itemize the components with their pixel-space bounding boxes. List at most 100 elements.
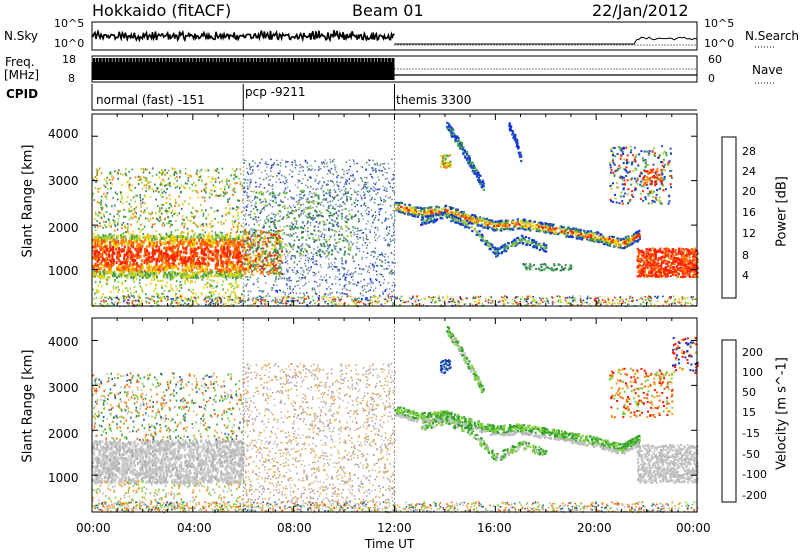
power-mark-normal-lower xyxy=(225,292,227,294)
power-mark-normal-upper xyxy=(102,207,104,209)
power-mark-normal xyxy=(155,271,157,274)
power-mark-normal xyxy=(136,267,138,270)
power-mark-normal-lower xyxy=(134,286,136,288)
power-mark-normal-lower xyxy=(162,280,164,282)
power-mark-normal-upper xyxy=(117,229,119,231)
power-mark-normal xyxy=(148,257,150,260)
power-mark-normal-upper xyxy=(159,220,161,222)
power-mark-normal-lower xyxy=(142,291,144,293)
power-mark-normal xyxy=(212,250,214,253)
power-mark-normal-lower xyxy=(146,277,148,279)
power-mark-normal-upper xyxy=(140,231,142,233)
power-mark-normal-upper xyxy=(177,214,179,216)
power-mark-normal-upper xyxy=(145,190,147,192)
power-mark-normal xyxy=(208,254,210,257)
power-mark-normal-upper xyxy=(226,181,228,183)
power-mark-normal xyxy=(112,264,114,267)
power-mark-normal-lower xyxy=(203,276,205,278)
power-mark-normal-lower xyxy=(235,278,237,280)
power-mark-normal-upper xyxy=(114,170,116,172)
power-mark-normal-upper xyxy=(193,216,195,218)
power-mark-normal xyxy=(133,276,135,279)
power-mark-normal-upper xyxy=(205,189,207,191)
power-mark-normal-lower xyxy=(181,287,183,289)
power-mark-normal-upper xyxy=(128,181,130,183)
power-mark-normal-upper xyxy=(112,197,114,199)
power-mark-normal xyxy=(174,254,176,257)
power-mark-normal-upper xyxy=(226,178,228,180)
power-mark-normal xyxy=(233,255,235,258)
power-mark-normal xyxy=(109,241,111,244)
power-mark-normal-upper xyxy=(104,179,106,181)
power-mark-normal-upper xyxy=(200,233,202,235)
power-mark-normal xyxy=(181,261,183,264)
power-mark-normal xyxy=(121,271,123,274)
power-mark-normal xyxy=(132,259,134,262)
power-mark-normal-upper xyxy=(96,220,98,222)
power-mark-normal-upper xyxy=(201,209,203,211)
power-mark-normal-upper xyxy=(160,210,162,212)
power-mark-normal-upper xyxy=(170,175,172,177)
power-mark-normal-upper xyxy=(206,217,208,219)
power-mark-normal-upper xyxy=(126,174,128,176)
power-mark-normal xyxy=(151,272,153,275)
power-mark-normal-upper xyxy=(188,203,190,205)
power-mark-normal-upper xyxy=(216,194,218,196)
power-mark-normal-lower xyxy=(213,280,215,282)
power-mark-normal-upper xyxy=(199,176,201,178)
power-mark-normal xyxy=(151,260,153,263)
power-mark-normal-lower xyxy=(165,274,167,276)
power-mark-pcp xyxy=(394,212,396,214)
power-mark-normal-upper xyxy=(127,223,129,225)
power-mark-normal-upper xyxy=(236,231,238,233)
power-mark-normal xyxy=(241,243,243,246)
power-mark-normal-upper xyxy=(232,194,234,196)
power-mark-normal xyxy=(101,240,103,243)
power-mark-normal-upper xyxy=(225,220,227,222)
power-mark-normal-upper xyxy=(204,184,206,186)
power-mark-normal-upper xyxy=(212,225,214,227)
power-mark-normal xyxy=(160,243,162,246)
power-mark-normal xyxy=(127,266,129,269)
power-mark-normal-upper xyxy=(166,188,168,190)
power-mark-normal-upper xyxy=(181,185,183,187)
power-mark-normal-upper xyxy=(126,201,128,203)
power-mark-normal-upper xyxy=(138,183,140,185)
power-mark-normal-upper xyxy=(109,173,111,175)
power-mark-normal-upper xyxy=(129,203,131,205)
power-mark-normal-upper xyxy=(239,178,241,180)
power-mark-normal-lower xyxy=(121,276,123,278)
power-mark-normal-upper xyxy=(185,173,187,175)
power-mark-normal xyxy=(110,260,112,263)
power-mark-normal-lower xyxy=(207,286,209,288)
power-mark-normal xyxy=(167,241,169,244)
power-mark-normal xyxy=(149,270,151,273)
power-mark-normal-upper xyxy=(98,191,100,193)
power-mark-normal xyxy=(180,250,182,253)
power-mark-normal-upper xyxy=(146,178,148,180)
power-mark-normal xyxy=(166,253,168,256)
power-mark-normal xyxy=(144,251,146,254)
power-mark-normal-upper xyxy=(170,234,172,236)
power-mark-normal xyxy=(181,264,183,267)
power-mark-normal xyxy=(209,239,211,242)
power-mark-normal-upper xyxy=(143,172,145,174)
power-mark-normal-lower xyxy=(235,282,237,284)
power-mark-normal-upper xyxy=(176,173,178,175)
power-mark-normal-upper xyxy=(152,224,154,226)
power-mark-normal xyxy=(182,269,184,272)
power-mark-normal-upper xyxy=(205,191,207,193)
power-mark-normal-upper xyxy=(99,202,101,204)
power-mark-pcp xyxy=(294,207,296,209)
power-mark-normal-upper xyxy=(203,215,205,217)
power-mark-normal-lower xyxy=(155,288,157,290)
power-mark-normal xyxy=(226,265,228,268)
power-mark-normal-upper xyxy=(132,169,134,171)
power-mark-normal-upper xyxy=(205,170,207,172)
power-mark-normal xyxy=(112,256,114,259)
power-mark-normal xyxy=(130,276,132,279)
power-mark-normal xyxy=(146,249,148,252)
power-mark-normal-upper xyxy=(140,210,142,212)
power-mark-normal xyxy=(186,246,188,249)
power-mark-normal-upper xyxy=(190,212,192,214)
